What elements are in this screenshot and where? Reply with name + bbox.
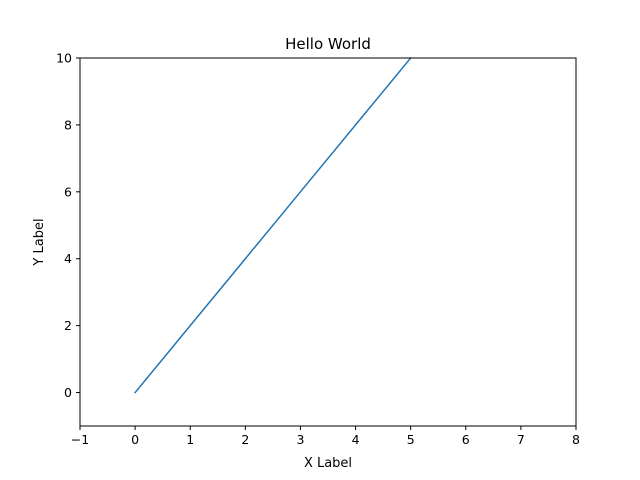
series-line [134,56,412,394]
y-tick-label: 10 [56,51,72,66]
y-tick-label: 8 [64,117,72,132]
y-tick-label: 0 [64,385,72,400]
x-tick-label: 4 [352,432,360,447]
x-tick-label: 2 [241,432,249,447]
plot-area-frame [79,57,577,427]
y-tick-label: 2 [64,318,72,333]
series-layer [134,56,412,394]
chart-title: Hello World [285,35,371,53]
x-tick-label: 5 [407,432,415,447]
y-tick-label: 6 [64,184,72,199]
x-tick-label: 3 [296,432,304,447]
y-axis-ticks: 0 2 4 6 8 10 [56,51,80,400]
y-tick-label: 4 [64,251,72,266]
x-tick-label: 7 [517,432,525,447]
x-tick-label: 1 [186,432,194,447]
x-axis-ticks: −1 0 1 2 3 4 5 6 7 8 [71,426,580,447]
x-tick-label: 6 [462,432,470,447]
x-axis-label: X Label [304,456,352,471]
x-tick-label: 0 [131,432,139,447]
y-axis-label: Y Label [32,218,47,266]
x-tick-label: 8 [572,432,580,447]
x-tick-label: −1 [71,432,89,447]
